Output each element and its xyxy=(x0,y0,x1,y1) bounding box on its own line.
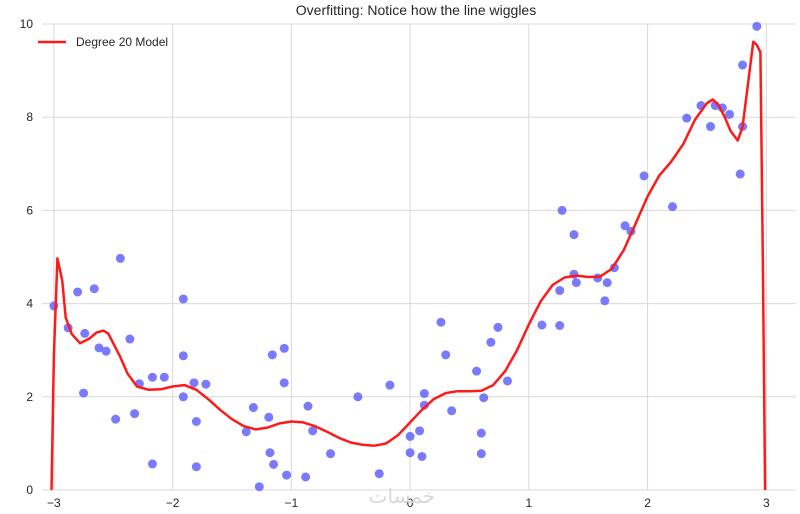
scatter-point xyxy=(241,427,251,437)
scatter-point xyxy=(735,169,745,179)
scatter-point xyxy=(191,416,201,426)
scatter-point xyxy=(555,286,565,296)
scatter-point xyxy=(267,350,277,360)
x-tick-label: 0 xyxy=(407,496,414,510)
y-tick-label: 8 xyxy=(26,110,33,124)
scatter-point xyxy=(472,366,482,376)
scatter-point xyxy=(537,320,547,330)
scatter-point xyxy=(79,388,89,398)
scatter-point xyxy=(248,403,258,413)
x-tick-label: −3 xyxy=(47,496,61,510)
chart-title: Overfitting: Notice how the line wiggles xyxy=(296,2,536,18)
scatter-point xyxy=(502,376,512,386)
scatter-point xyxy=(555,321,565,331)
scatter-point xyxy=(385,380,395,390)
scatter-point xyxy=(282,470,292,480)
scatter-point xyxy=(303,401,313,411)
scatter-point xyxy=(447,406,457,416)
x-tick-label: 2 xyxy=(644,496,651,510)
grid-lines xyxy=(42,23,796,491)
scatter-point xyxy=(189,378,199,388)
scatter-point xyxy=(178,351,188,361)
scatter-point xyxy=(476,428,486,438)
y-tick-label: 6 xyxy=(26,203,33,217)
scatter-points xyxy=(49,21,762,492)
watermark: خمسات xyxy=(369,486,436,508)
scatter-point xyxy=(571,278,581,288)
scatter-point xyxy=(279,378,289,388)
scatter-point xyxy=(264,412,274,422)
scatter-point xyxy=(557,205,567,215)
scatter-point xyxy=(374,469,384,479)
model-line-group xyxy=(50,40,767,491)
scatter-point xyxy=(308,426,318,436)
scatter-point xyxy=(706,122,716,132)
scatter-point xyxy=(101,346,111,356)
legend-label: Degree 20 Model xyxy=(76,35,168,49)
y-tick-label: 10 xyxy=(20,17,34,31)
scatter-point xyxy=(80,328,90,338)
scatter-point xyxy=(353,392,363,402)
scatter-point xyxy=(415,426,425,436)
scatter-point xyxy=(125,334,135,344)
x-tick-label: −2 xyxy=(166,496,180,510)
scatter-point xyxy=(436,317,446,327)
scatter-point xyxy=(159,372,169,382)
scatter-point xyxy=(682,113,692,123)
y-tick-label: 4 xyxy=(26,297,33,311)
scatter-point xyxy=(668,202,678,212)
scatter-point xyxy=(738,60,748,70)
scatter-point xyxy=(111,414,121,424)
scatter-point xyxy=(419,400,429,410)
x-tick-label: 1 xyxy=(525,496,532,510)
y-tick-label: 2 xyxy=(26,390,33,404)
scatter-point xyxy=(89,284,99,294)
scatter-point xyxy=(130,409,140,419)
scatter-point xyxy=(147,372,157,382)
scatter-point xyxy=(405,448,415,458)
x-tick-label: −1 xyxy=(285,496,299,510)
scatter-point xyxy=(178,294,188,304)
scatter-point xyxy=(269,459,279,469)
scatter-point xyxy=(115,253,125,263)
scatter-point xyxy=(326,449,336,459)
x-axis: −3 −2 −1 0 1 2 3 xyxy=(47,496,770,510)
scatter-point xyxy=(73,287,83,297)
legend: Degree 20 Model xyxy=(38,35,168,49)
model-line xyxy=(50,40,767,491)
scatter-point xyxy=(405,431,415,441)
scatter-point xyxy=(147,459,157,469)
scatter-point xyxy=(725,109,735,119)
scatter-point xyxy=(417,451,427,461)
scatter-point xyxy=(279,343,289,353)
scatter-point xyxy=(301,472,311,482)
scatter-point xyxy=(441,350,451,360)
scatter-point xyxy=(201,379,211,389)
scatter-point xyxy=(486,337,496,347)
scatter-point xyxy=(419,389,429,399)
scatter-point xyxy=(191,462,201,472)
scatter-point xyxy=(493,322,503,332)
scatter-point xyxy=(479,393,489,403)
scatter-point xyxy=(569,230,579,240)
scatter-point xyxy=(254,482,264,492)
scatter-point xyxy=(476,449,486,459)
scatter-point xyxy=(639,171,649,181)
x-tick-label: 3 xyxy=(763,496,770,510)
scatter-point xyxy=(94,343,104,353)
scatter-point xyxy=(602,278,612,288)
y-tick-label: 0 xyxy=(26,483,33,497)
scatter-point xyxy=(265,448,275,458)
y-axis: 0 2 4 6 8 10 xyxy=(20,17,34,497)
scatter-point xyxy=(600,296,610,306)
scatter-point xyxy=(752,21,762,31)
scatter-point xyxy=(620,221,630,231)
scatter-point xyxy=(178,392,188,402)
